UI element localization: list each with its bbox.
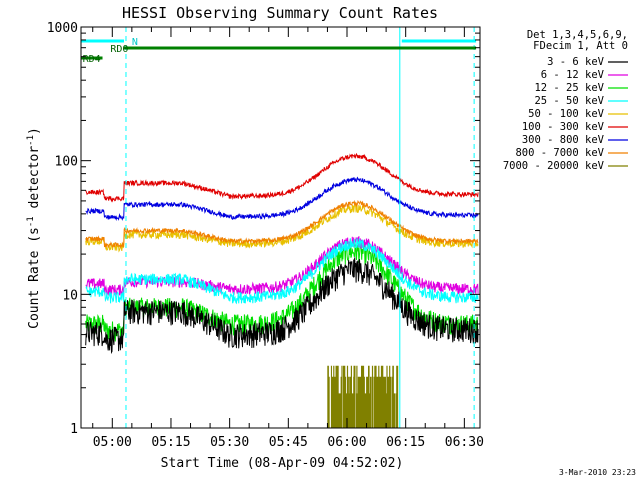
series-line-800-7000-keV — [85, 199, 479, 249]
axes: 1 10 100 1000 05:00 05:15 05:30 05:45 06:00 06:15… — [47, 21, 484, 450]
series-line-25-50-keV — [85, 238, 479, 305]
legend-label: 12 - 25 keV — [534, 82, 604, 94]
x-tick-label: 05:00 — [93, 435, 132, 450]
legend-header-line: Det 1,3,4,5,6,9, — [527, 29, 628, 41]
legend-label: 50 - 100 keV — [528, 108, 605, 120]
legend-label: 300 - 800 keV — [522, 134, 605, 146]
y-tick-label: 100 — [55, 155, 78, 170]
x-tick-label: 05:15 — [151, 435, 190, 450]
x-tick-label: 06:15 — [386, 435, 425, 450]
x-tick-label: 05:45 — [269, 435, 308, 450]
x-tick-label: 06:00 — [327, 435, 366, 450]
legend-label: 6 - 12 keV — [541, 69, 605, 81]
plot-frame — [80, 26, 481, 429]
legend-header-line: FDecim 1, Att 0 — [533, 40, 628, 52]
y-tick-label: 1000 — [47, 21, 78, 36]
series-line-300-800-keV — [85, 176, 479, 222]
y-tick-label: 1 — [70, 422, 78, 437]
legend-label: 3 - 6 keV — [547, 56, 605, 68]
y-tick-label: 10 — [62, 288, 78, 303]
series-line-12-25-keV — [85, 242, 479, 342]
flag-label-RD4: RD4 — [83, 54, 101, 65]
flag-label-RD0: RD0 — [110, 44, 128, 55]
series-line-3-6-keV — [85, 257, 479, 355]
series-line-7000-20000-keV — [327, 365, 399, 428]
timestamp: 3-Mar-2010 23:23 — [559, 468, 636, 477]
y-axis-label: Count Rate (s-1 detector-1) — [26, 127, 42, 329]
x-tick-label: 05:30 — [210, 435, 249, 450]
legend-label: 7000 - 20000 keV — [503, 160, 605, 172]
flag-label-N: N — [132, 37, 138, 48]
legend-label: 800 - 7000 keV — [515, 147, 604, 159]
x-axis-label: Start Time (08-Apr-09 04:52:02) — [161, 456, 404, 471]
x-tick-label: 06:30 — [445, 435, 484, 450]
legend-label: 25 - 50 keV — [534, 95, 604, 107]
plot-area: N RD0 RD4 — [81, 27, 479, 428]
series-line-100-300-keV — [85, 152, 479, 203]
legend: Det 1,3,4,5,6,9,FDecim 1, Att 0 3 - 6 keV… — [503, 29, 628, 172]
chart-title: HESSI Observing Summary Count Rates — [122, 4, 438, 22]
legend-label: 100 - 300 keV — [522, 121, 605, 133]
